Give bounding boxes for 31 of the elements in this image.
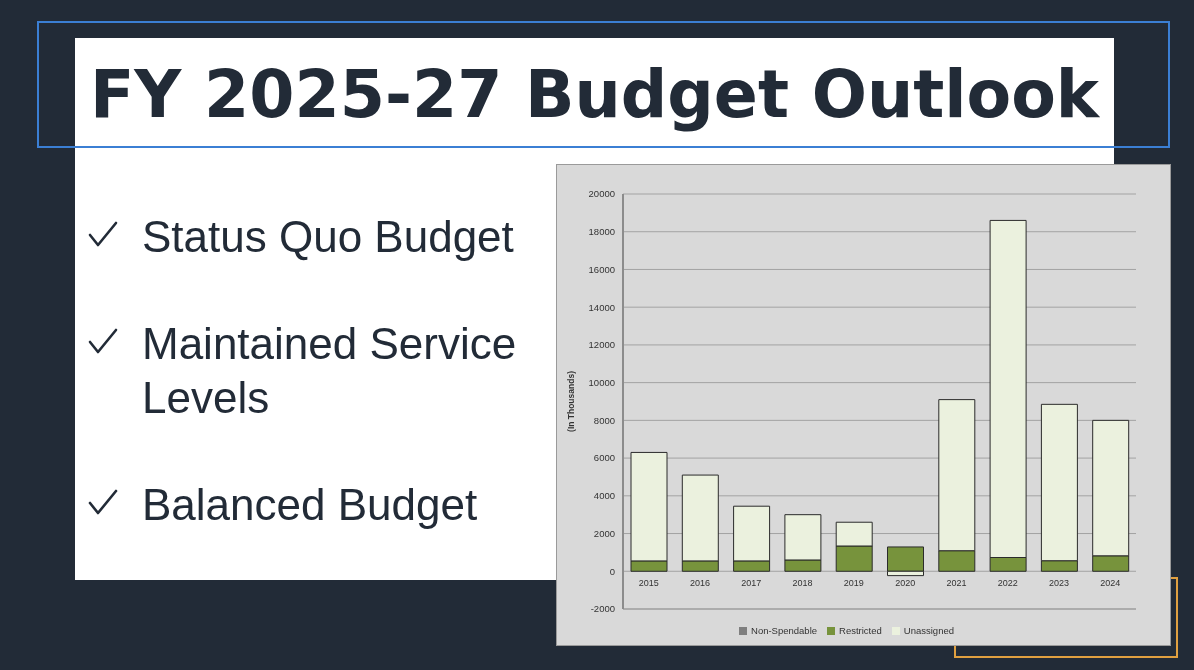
x-tick-label: 2021	[946, 578, 967, 589]
y-tick-label: 18000	[588, 226, 615, 238]
y-tick-label: 2000	[593, 527, 615, 539]
text: Balanced Budget	[142, 480, 478, 529]
legend-label: Unassigned	[903, 625, 954, 636]
x-tick-label: 2015	[638, 578, 659, 589]
x-tick-label: 2017	[741, 578, 762, 589]
y-tick-label: -2000	[590, 603, 615, 615]
y-tick-label: 4000	[593, 490, 615, 502]
text: Status Quo Budget	[142, 212, 514, 261]
x-tick-label: 2019	[843, 578, 864, 589]
y-tick-label: 10000	[588, 377, 615, 389]
legend-label: Restricted	[839, 625, 882, 636]
y-tick-label: 0	[609, 565, 615, 577]
y-axis-title: (In Thousands)	[566, 370, 577, 432]
text: Maintained Service Levels	[142, 319, 517, 422]
legend-label: Non-Spendable	[751, 625, 818, 636]
x-tick-label: 2020	[895, 578, 916, 589]
x-tick-label: 2018	[792, 578, 813, 589]
y-tick-label: 6000	[593, 452, 615, 464]
bar	[887, 546, 924, 572]
x-tick-label: 2023	[1049, 578, 1070, 589]
chart-title: FY 2025-27 Budget Outlook	[88, 55, 1101, 134]
y-tick-label: 12000	[588, 339, 615, 351]
y-tick-label: 16000	[588, 263, 615, 275]
y-tick-label: 20000	[588, 188, 615, 200]
x-tick-label: 2016	[689, 578, 710, 589]
x-tick-label: 2024	[1100, 578, 1121, 589]
y-tick-label: 8000	[593, 414, 615, 426]
x-tick-label: 2022	[997, 578, 1018, 589]
y-tick-label: 14000	[588, 301, 615, 313]
